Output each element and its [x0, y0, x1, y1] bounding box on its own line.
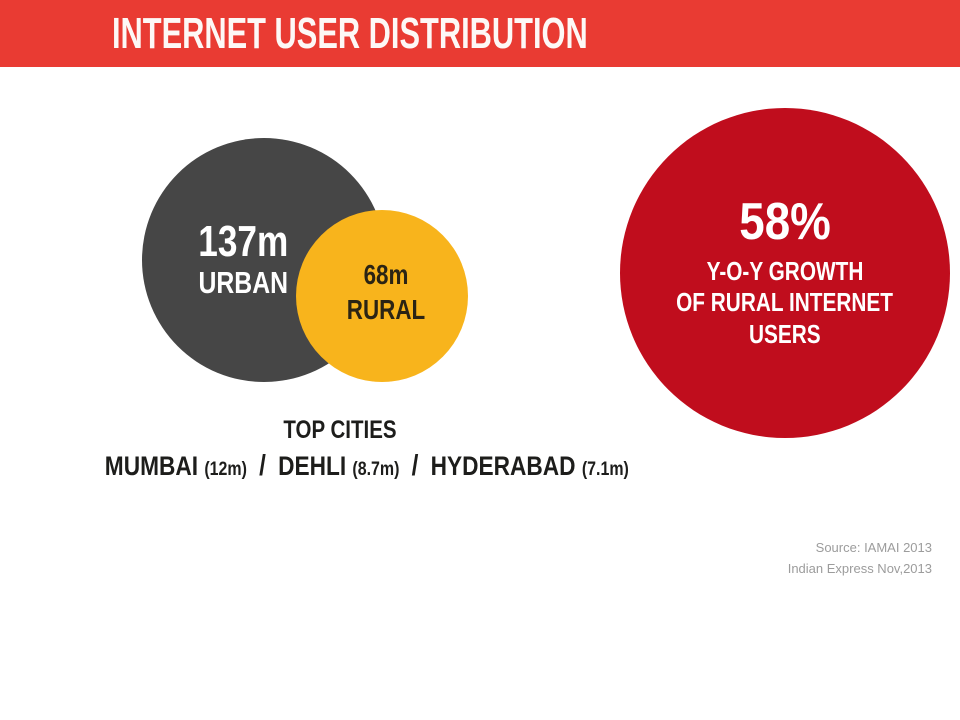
city-value-hyderabad: (7.1m): [581, 459, 629, 480]
urban-value: 137m: [197, 217, 289, 267]
growth-bubble: 58% Y-O-Y GROWTH OF RURAL INTERNET USERS: [620, 108, 950, 438]
city-separator: /: [411, 450, 419, 482]
rural-bubble: 68m RURAL: [296, 210, 468, 382]
source-line2: Indian Express Nov,2013: [787, 560, 932, 576]
growth-label-line2: OF RURAL INTERNET: [676, 287, 894, 318]
rural-bubble-text: 68m RURAL: [329, 259, 435, 332]
title-bar: INTERNET USER DISTRIBUTION: [0, 0, 960, 67]
city-value-mumbai: (12m): [204, 459, 247, 480]
city-name-hyderabad: HYDERABAD: [430, 451, 576, 481]
city-name-dehli: DEHLI: [278, 451, 347, 481]
source-line1: Source: IAMAI 2013: [815, 540, 932, 555]
growth-label-line3: USERS: [749, 318, 821, 349]
source-note: Source: IAMAI 2013 Indian Express Nov,20…: [788, 538, 932, 580]
rural-value: 68m: [363, 259, 409, 291]
urban-label: URBAN: [198, 265, 288, 301]
growth-label-line1: Y-O-Y GROWTH: [706, 256, 864, 287]
page-title: INTERNET USER DISTRIBUTION: [112, 8, 588, 58]
top-cities-heading: TOP CITIES: [283, 416, 397, 444]
rural-label: RURAL: [346, 293, 426, 325]
city-name-mumbai: MUMBAI: [104, 451, 199, 481]
top-cities-list: MUMBAI (12m) / DEHLI (8.7m) / HYDERABAD …: [104, 450, 629, 483]
city-separator: /: [259, 450, 266, 482]
top-cities-block: TOP CITIES MUMBAI (12m) / DEHLI (8.7m) /…: [60, 416, 629, 483]
city-value-dehli: (8.7m): [352, 459, 400, 480]
urban-bubble-text: 137m URBAN: [187, 219, 342, 300]
growth-value: 58%: [739, 193, 831, 252]
